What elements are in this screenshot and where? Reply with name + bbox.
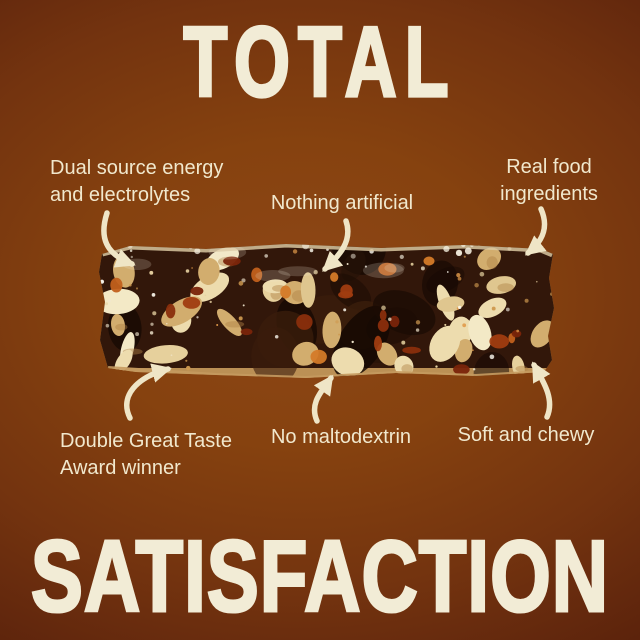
callout-no-maltodextrin: No maltodextrin xyxy=(241,424,441,451)
callout-great-taste: Double Great Taste Award winner xyxy=(60,428,300,482)
callout-nothing-artificial-label: Nothing artificial xyxy=(270,192,414,214)
callout-dual-source-line1: Dual source energy xyxy=(50,157,224,179)
callout-great-taste-line2: Award winner xyxy=(60,457,181,479)
callout-real-food-line2: ingredients xyxy=(500,183,598,205)
headline-top: TOTAL xyxy=(182,7,457,118)
callout-real-food: Real food ingredients xyxy=(449,154,640,208)
callout-great-taste-line1: Double Great Taste xyxy=(60,430,232,452)
callout-real-food-line1: Real food xyxy=(506,156,592,178)
callout-dual-source: Dual source energy and electrolytes xyxy=(50,155,280,209)
callout-dual-source-line2: and electrolytes xyxy=(50,184,191,206)
callout-soft-chewy-label: Soft and chewy xyxy=(457,424,595,446)
energy-bar-image xyxy=(99,244,554,378)
callout-soft-chewy: Soft and chewy xyxy=(426,422,626,449)
callout-no-maltodextrin-label: No maltodextrin xyxy=(270,426,412,448)
callout-nothing-artificial: Nothing artificial xyxy=(242,190,442,217)
headline-bottom: SATISFACTION xyxy=(30,518,610,633)
